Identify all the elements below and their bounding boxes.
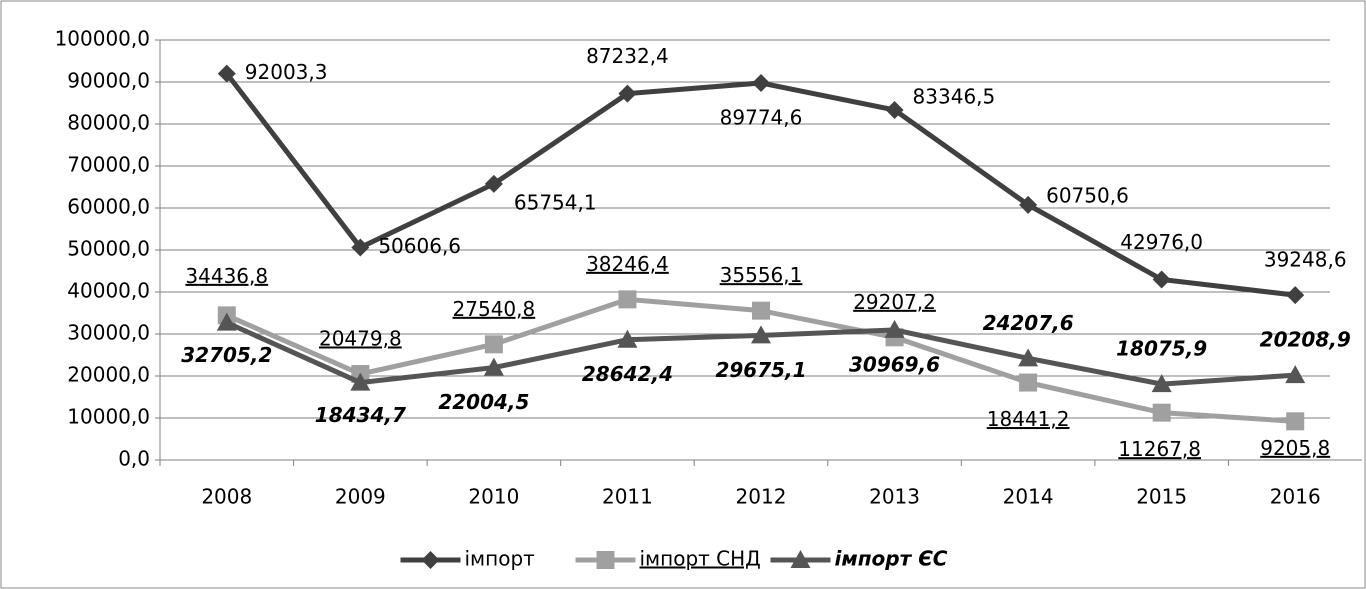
marker <box>1019 195 1038 214</box>
x-tick-label: 2014 <box>1003 485 1054 509</box>
data-label: 20208,9 <box>1260 328 1351 352</box>
x-tick-label: 2015 <box>1136 485 1187 509</box>
data-label: 60750,6 <box>1046 183 1129 207</box>
marker <box>1019 373 1038 392</box>
data-label: 42976,0 <box>1120 230 1203 254</box>
data-label: 34436,8 <box>185 264 268 288</box>
marker <box>1286 412 1305 431</box>
y-tick-label: 10000,0 <box>67 405 150 429</box>
data-label: 89774,6 <box>720 105 803 129</box>
x-tick-label: 2016 <box>1270 485 1321 509</box>
marker <box>217 64 236 83</box>
x-tick-label: 2010 <box>468 485 519 509</box>
data-label: 39248,6 <box>1264 248 1347 272</box>
y-tick-label: 100000,0 <box>55 27 150 51</box>
data-label: 22004,5 <box>438 390 529 414</box>
y-tick-label: 40000,0 <box>67 279 150 303</box>
marker <box>618 84 637 103</box>
marker <box>751 325 771 344</box>
y-tick-label: 70000,0 <box>67 153 150 177</box>
legend-label: імпорт <box>465 547 536 571</box>
data-label: 9205,8 <box>1260 436 1330 460</box>
marker <box>483 357 504 376</box>
x-tick-label: 2013 <box>869 485 920 509</box>
marker <box>752 73 770 92</box>
marker <box>216 312 237 331</box>
marker <box>484 335 503 354</box>
marker <box>1018 348 1039 367</box>
marker <box>1152 270 1171 289</box>
legend-label: імпорт ЄС <box>835 547 948 571</box>
legend-marker <box>421 551 440 569</box>
marker <box>884 319 905 338</box>
marker <box>351 238 370 257</box>
marker <box>618 290 637 309</box>
data-label: 27540,8 <box>453 297 536 321</box>
data-label: 65754,1 <box>514 190 597 214</box>
y-tick-label: 60000,0 <box>67 195 150 219</box>
data-label: 83346,5 <box>913 84 996 108</box>
y-tick-label: 0,0 <box>118 447 150 471</box>
marker <box>350 372 371 391</box>
marker <box>617 329 638 348</box>
legend-marker <box>790 550 811 568</box>
x-tick-label: 2012 <box>736 485 787 509</box>
data-label: 50606,6 <box>378 234 461 258</box>
data-label: 11267,8 <box>1118 437 1201 461</box>
legend-label: імпорт СНД <box>640 547 761 571</box>
marker <box>1285 365 1306 384</box>
y-tick-label: 50000,0 <box>67 237 150 261</box>
y-tick-label: 90000,0 <box>67 69 150 93</box>
marker <box>752 301 770 320</box>
data-label: 18434,7 <box>315 403 406 427</box>
data-label: 35556,1 <box>720 263 803 287</box>
marker <box>1286 286 1305 305</box>
data-label: 18075,9 <box>1116 337 1207 361</box>
data-label: 92003,3 <box>245 60 328 84</box>
data-label: 87232,4 <box>586 44 669 68</box>
y-tick-label: 30000,0 <box>67 321 150 345</box>
y-tick-label: 80000,0 <box>67 111 150 135</box>
y-tick-label: 20000,0 <box>67 363 150 387</box>
marker <box>484 174 503 193</box>
data-label: 18441,2 <box>987 407 1070 431</box>
data-label: 38246,4 <box>586 252 669 276</box>
x-tick-label: 2008 <box>201 485 252 509</box>
data-label: 30969,6 <box>849 352 940 376</box>
data-label: 29207,2 <box>853 290 936 314</box>
data-label: 29675,1 <box>715 358 806 382</box>
x-tick-label: 2009 <box>335 485 386 509</box>
data-label: 20479,8 <box>319 326 402 350</box>
marker <box>1151 374 1172 393</box>
marker <box>1152 403 1171 422</box>
marker <box>885 100 904 119</box>
data-label: 32705,2 <box>181 343 272 367</box>
legend-marker <box>596 551 615 569</box>
data-label: 28642,4 <box>582 362 673 386</box>
data-label: 24207,6 <box>983 311 1074 335</box>
x-tick-label: 2011 <box>602 485 653 509</box>
